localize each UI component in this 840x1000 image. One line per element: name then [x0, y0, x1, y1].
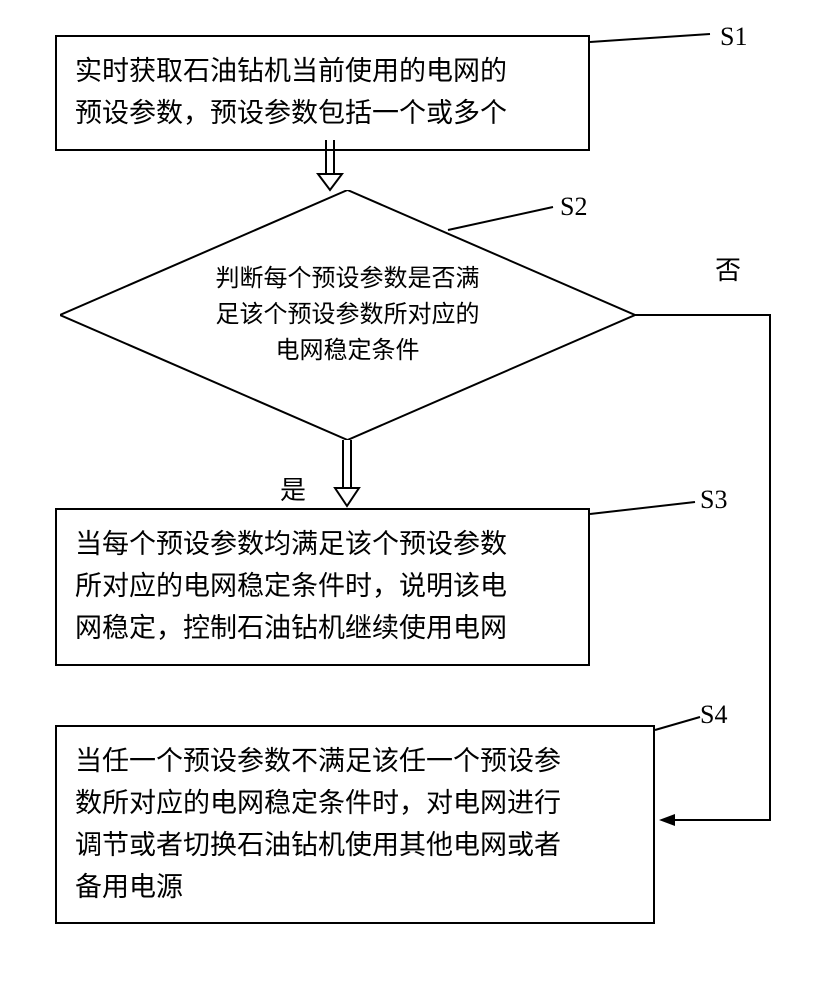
- arrow-s2-s4-no: [635, 315, 795, 845]
- s2-tag: S2: [560, 192, 587, 222]
- edge-no-label: 否: [715, 250, 741, 287]
- s1-line2: 预设参数，预设参数包括一个或多个: [75, 93, 570, 135]
- s3-tag: S3: [700, 485, 727, 515]
- s4-tag-line: [655, 715, 705, 735]
- s3-line3: 网稳定，控制石油钻机继续使用电网: [75, 608, 570, 650]
- s4-tag: S4: [700, 700, 727, 730]
- s2-line3: 电网稳定条件: [188, 333, 508, 369]
- s3-line2: 所对应的电网稳定条件时，说明该电: [75, 566, 570, 608]
- flowchart-container: 实时获取石油钻机当前使用的电网的 预设参数，预设参数包括一个或多个 S1 判断每…: [0, 0, 840, 1000]
- s1-line1: 实时获取石油钻机当前使用的电网的: [75, 51, 570, 93]
- s4-line4: 备用电源: [75, 867, 635, 909]
- s1-tag: S1: [720, 22, 747, 52]
- process-s3: 当每个预设参数均满足该个预设参数 所对应的电网稳定条件时，说明该电 网稳定，控制…: [55, 508, 590, 666]
- edge-yes-label: 是: [280, 470, 306, 507]
- process-s1: 实时获取石油钻机当前使用的电网的 预设参数，预设参数包括一个或多个: [55, 35, 590, 151]
- s1-tag-line: [590, 30, 720, 50]
- arrow-s2-s3: [327, 440, 367, 510]
- process-s4: 当任一个预设参数不满足该任一个预设参 数所对应的电网稳定条件时，对电网进行 调节…: [55, 725, 655, 924]
- s3-tag-line: [590, 500, 700, 520]
- s3-line1: 当每个预设参数均满足该个预设参数: [75, 524, 570, 566]
- s4-line2: 数所对应的电网稳定条件时，对电网进行: [75, 783, 635, 825]
- s2-line1: 判断每个预设参数是否满: [188, 261, 508, 297]
- s4-line3: 调节或者切换石油钻机使用其他电网或者: [75, 825, 635, 867]
- decision-s2: 判断每个预设参数是否满 足该个预设参数所对应的 电网稳定条件: [60, 190, 635, 440]
- s4-line1: 当任一个预设参数不满足该任一个预设参: [75, 741, 635, 783]
- s2-line2: 足该个预设参数所对应的: [188, 297, 508, 333]
